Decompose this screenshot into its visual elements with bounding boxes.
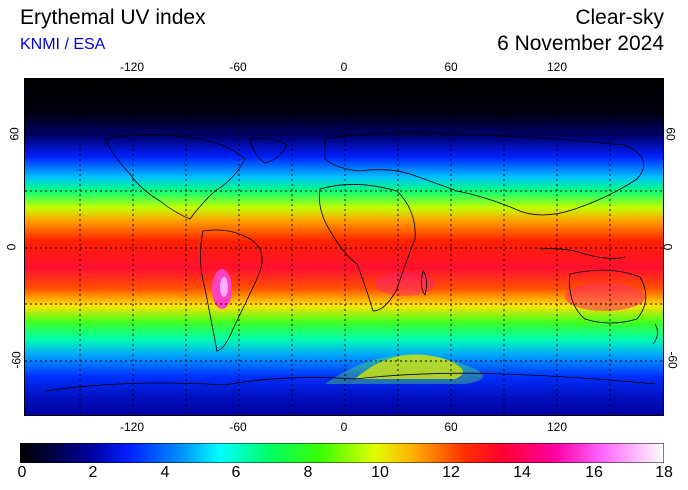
- lon-label-top: 120: [546, 60, 568, 74]
- lat-label-right: -60: [665, 351, 680, 369]
- coast-new-zealand: [652, 323, 658, 345]
- lon-label-top: 60: [444, 60, 458, 74]
- coast-south-america: [200, 229, 263, 352]
- colorbar-label: 12: [442, 464, 460, 481]
- map-date: 6 November 2024: [497, 32, 664, 55]
- colorbar-label: 0: [17, 464, 27, 481]
- lon-label-bottom: -120: [119, 420, 145, 434]
- colorbar-label: 4: [160, 464, 170, 481]
- coast-antarctica: [44, 372, 656, 392]
- lon-label-top: -120: [119, 60, 145, 74]
- colorbar-label: 2: [88, 464, 98, 481]
- uv-index-map: [24, 78, 664, 416]
- uv-hotspot-andes-core: [220, 277, 228, 297]
- uv-hotspot-africa: [375, 272, 435, 296]
- lon-label-top: -60: [229, 60, 247, 74]
- coast-madagascar: [421, 270, 427, 296]
- coast-indonesia: [539, 248, 626, 259]
- lon-label-bottom: 0: [340, 420, 348, 434]
- colorbar-label: 16: [585, 464, 603, 481]
- sky-condition: Clear-sky: [575, 6, 664, 29]
- lat-label-left: 60: [7, 127, 22, 141]
- lon-label-bottom: -60: [229, 420, 247, 434]
- map-title: Erythemal UV index: [20, 6, 206, 29]
- coast-greenland: [249, 138, 288, 164]
- lat-label-left: 0: [4, 243, 19, 251]
- uv-field: [25, 79, 663, 415]
- lat-label-left: -60: [9, 351, 24, 369]
- uv-colorbar: [20, 443, 664, 463]
- colorbar-label: 14: [513, 464, 531, 481]
- uv-ozone-edge: [325, 354, 483, 384]
- coast-north-america: [104, 134, 246, 220]
- colorbar-label: 6: [231, 464, 241, 481]
- data-source: KNMI / ESA: [20, 36, 106, 53]
- lon-label-bottom: 120: [546, 420, 568, 434]
- lon-label-bottom: 60: [444, 420, 458, 434]
- colorbar-label: 18: [655, 464, 673, 481]
- lat-label-right: 60: [663, 127, 678, 141]
- uv-hotspot-australia: [565, 283, 645, 311]
- coast-australia: [569, 269, 647, 324]
- colorbar-label: 10: [371, 464, 389, 481]
- lon-label-top: 0: [340, 60, 348, 74]
- graticule: [25, 79, 663, 415]
- colorbar-label: 8: [303, 464, 313, 481]
